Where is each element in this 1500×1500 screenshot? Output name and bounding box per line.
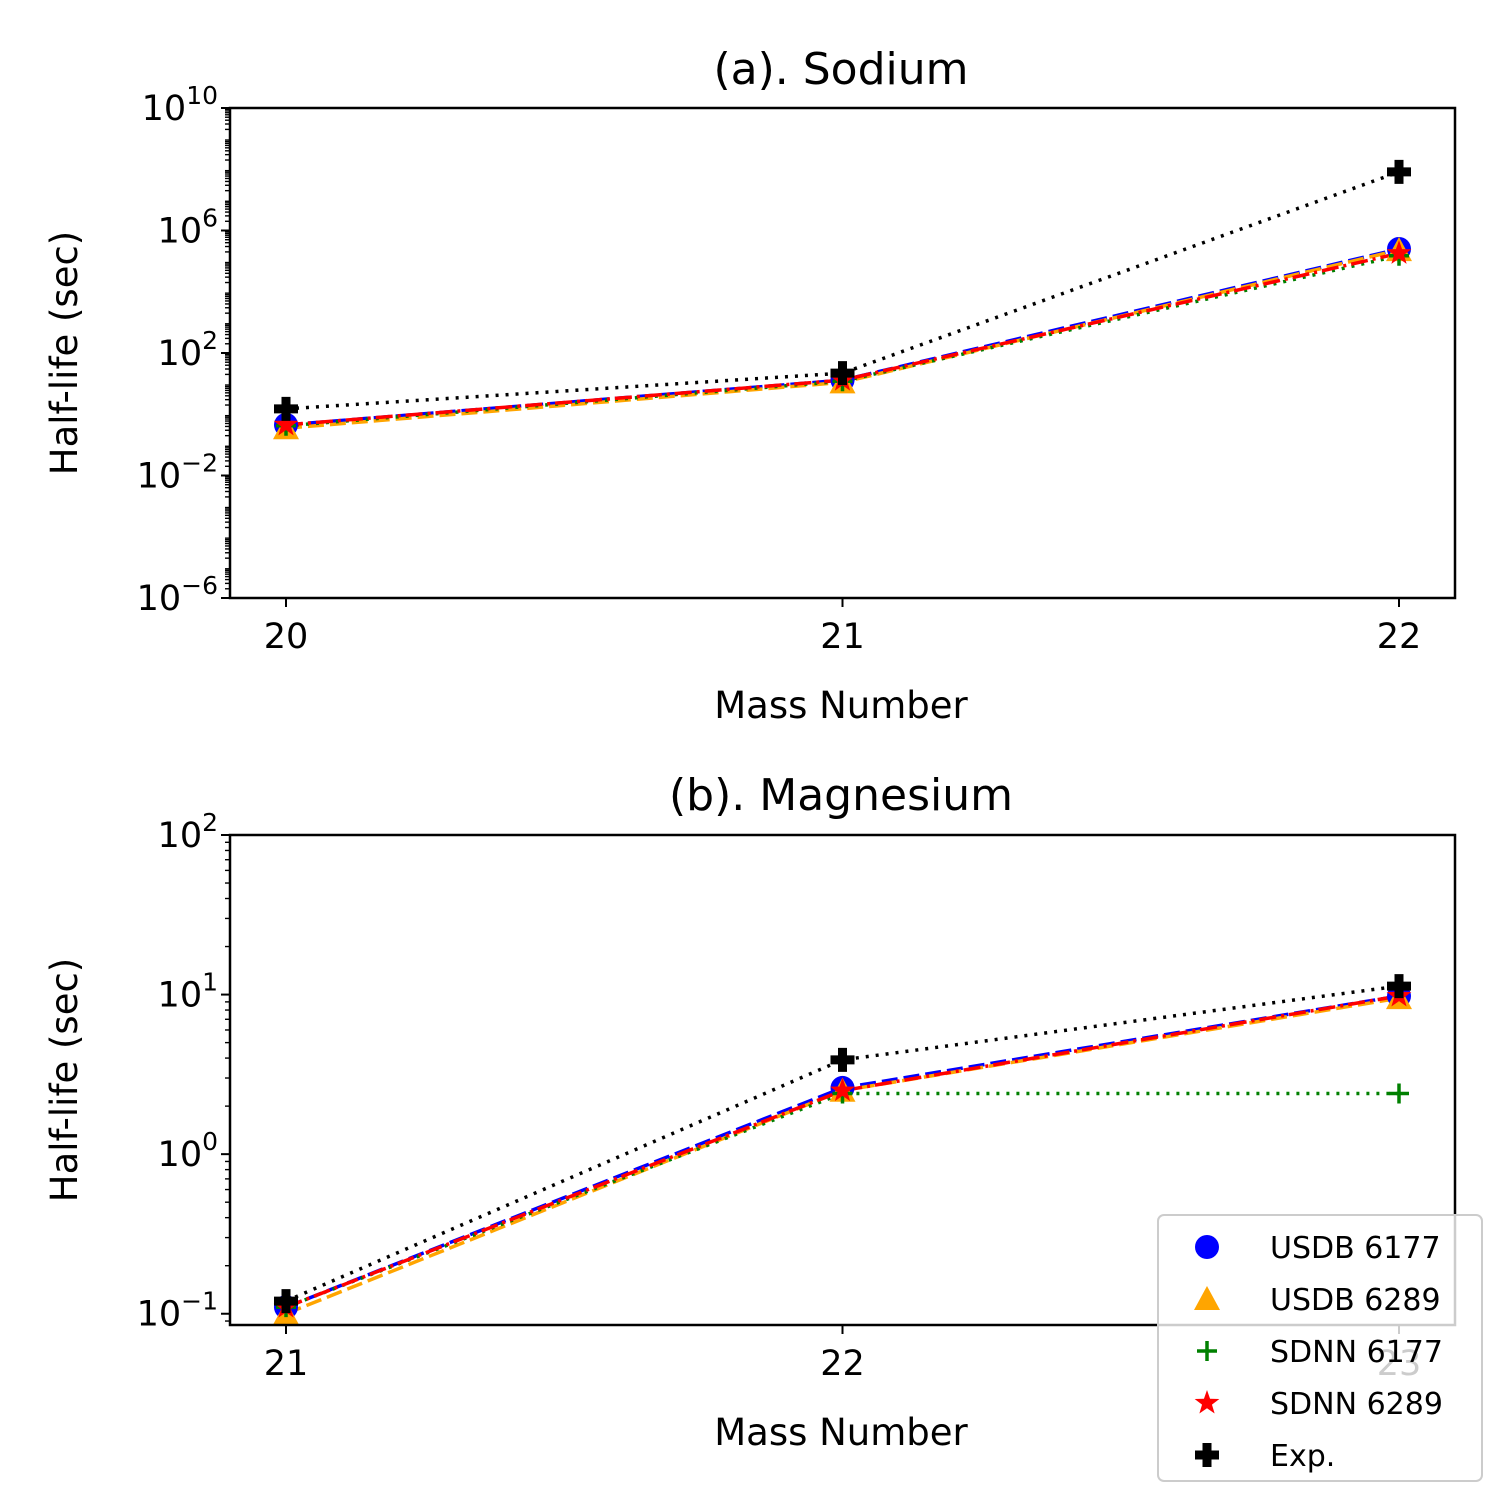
y-tick-base: 10 xyxy=(158,212,203,252)
data-point-exp- xyxy=(274,1289,298,1314)
series-line-sdnn-6289 xyxy=(285,994,1400,1309)
y-tick-exponent: −1 xyxy=(181,1287,218,1316)
x-axis-label-sodium: Mass Number xyxy=(714,684,968,727)
y-tick-label: 106 xyxy=(158,204,218,252)
series-group-sodium xyxy=(273,159,1412,440)
y-tick-label: 10−6 xyxy=(137,571,218,619)
x-tick-label: 20 xyxy=(264,617,309,657)
legend-entries: USDB 6177 USDB 6289 SDNN 6177 SDNN 6289 Exp. xyxy=(1194,1231,1443,1474)
legend-label: Exp. xyxy=(1270,1439,1335,1474)
y-tick-base: 10 xyxy=(158,976,203,1016)
y-tick-base: 10 xyxy=(158,334,203,374)
x-tick-label: 22 xyxy=(820,1344,865,1384)
x-tick-label: 21 xyxy=(820,617,865,657)
legend-marker-exp- xyxy=(1195,1443,1219,1467)
legend-marker-usdb-6177 xyxy=(1195,1235,1219,1259)
data-point-exp- xyxy=(830,361,855,386)
y-tick-label: 10−2 xyxy=(137,449,218,497)
legend-label: USDB 6177 xyxy=(1270,1231,1441,1266)
legend-marker-sdnn-6177 xyxy=(1197,1341,1217,1361)
series-line-sdnn-6289 xyxy=(285,251,1400,427)
legend-box xyxy=(1157,1214,1483,1482)
data-point-sdnn-6289 xyxy=(1386,240,1412,264)
y-tick-base: 10 xyxy=(137,457,182,497)
data-point-sdnn-6289 xyxy=(830,1077,855,1102)
y-tick-base: 10 xyxy=(137,579,182,619)
y-tick-label: 1010 xyxy=(142,81,218,129)
data-point-sdnn-6177 xyxy=(1389,1083,1409,1104)
y-tick-label: 102 xyxy=(158,326,218,374)
series-line-exp- xyxy=(285,984,1400,1303)
y-tick-label: 100 xyxy=(158,1127,218,1175)
y-tick-base: 10 xyxy=(142,89,187,129)
y-tick-exponent: 1 xyxy=(202,968,218,997)
y-tick-exponent: 0 xyxy=(202,1127,218,1156)
data-point-exp- xyxy=(274,396,298,421)
y-tick-exponent: 2 xyxy=(202,808,218,837)
legend: USDB 6177 USDB 6289 SDNN 6177 SDNN 6289 Exp. xyxy=(1157,1214,1483,1482)
y-tick-base: 10 xyxy=(158,1135,203,1175)
legend-marker-usdb-6289 xyxy=(1194,1286,1220,1311)
y-tick-exponent: −2 xyxy=(181,449,218,478)
y-tick-exponent: 10 xyxy=(186,81,218,110)
x-ticks-sodium: 20 21 22 xyxy=(264,598,1422,657)
y-tick-label: 102 xyxy=(158,808,218,856)
y-tick-base: 10 xyxy=(137,1295,182,1335)
y-tick-label: 101 xyxy=(158,968,218,1016)
x-tick-label: 22 xyxy=(1377,617,1422,657)
y-axis-label-magnesium: Half-life (sec) xyxy=(43,958,86,1203)
y-tick-base: 10 xyxy=(158,816,203,856)
chart-title-magnesium: (b). Magnesium xyxy=(669,770,1013,821)
data-point-exp- xyxy=(1387,159,1411,184)
series-line-exp- xyxy=(285,170,1400,411)
legend-label: SDNN 6289 xyxy=(1270,1387,1443,1422)
x-axis-label-magnesium: Mass Number xyxy=(714,1411,968,1454)
chart-title-sodium: (a). Sodium xyxy=(713,44,968,95)
series-group-magnesium xyxy=(273,974,1412,1325)
legend-marker-sdnn-6289 xyxy=(1194,1390,1220,1414)
legend-label: SDNN 6177 xyxy=(1270,1335,1443,1370)
plot-frame-magnesium xyxy=(228,833,1457,1327)
y-tick-label: 10−1 xyxy=(137,1287,218,1335)
y-tick-exponent: 6 xyxy=(202,204,218,233)
y-axis-label-sodium: Half-life (sec) xyxy=(43,231,86,476)
y-tick-exponent: −6 xyxy=(181,571,218,600)
plot-frame-sodium xyxy=(228,106,1457,600)
data-point-sdnn-6289 xyxy=(273,411,299,436)
data-point-exp- xyxy=(830,1047,855,1072)
x-tick-label: 21 xyxy=(264,1344,309,1384)
data-point-exp- xyxy=(1387,974,1411,999)
legend-label: USDB 6289 xyxy=(1270,1283,1441,1318)
y-tick-exponent: 2 xyxy=(202,326,218,355)
